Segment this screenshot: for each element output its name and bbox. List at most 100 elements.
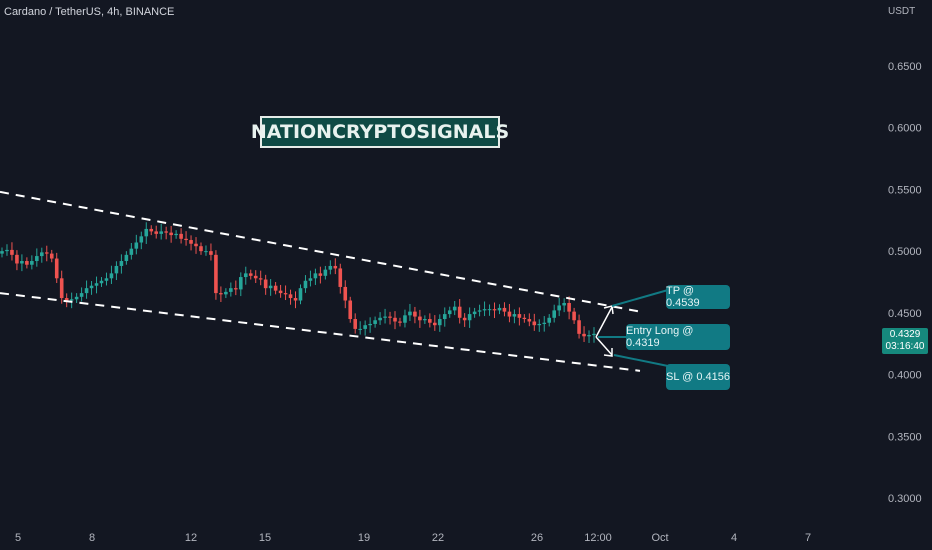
candle-body — [234, 288, 238, 290]
bar-countdown: 03:16:40 — [885, 341, 925, 352]
brand-watermark: NATIONCRYPTOSIGNALS — [251, 116, 509, 148]
candle-body — [273, 285, 278, 291]
sl-callout[interactable]: SL @ 0.4156 — [666, 364, 730, 390]
candle-body — [79, 293, 84, 297]
candle-body — [184, 238, 188, 241]
candle-body — [179, 233, 183, 239]
channel-lower-line — [0, 292, 641, 372]
candle-body — [134, 242, 139, 249]
candle-body — [318, 273, 323, 276]
candle-body — [418, 316, 422, 321]
candle-body — [343, 286, 348, 301]
candle-body — [338, 268, 343, 287]
arrow-sl-head — [603, 348, 613, 357]
candle-body — [109, 273, 114, 279]
candle-body — [144, 228, 149, 237]
candle-body — [169, 232, 173, 236]
candle-body — [592, 333, 596, 336]
tp-callout[interactable]: TP @ 0.4539 — [666, 285, 730, 309]
candlestick-series — [0, 222, 596, 343]
y-tick-label: 0.3000 — [888, 493, 922, 505]
candle-body — [104, 278, 109, 281]
candle-body — [378, 317, 382, 321]
time-axis[interactable]: 5 8 12 15 19 22 26 12:00 Oct 4 7 — [15, 532, 811, 544]
candle-body — [243, 273, 248, 278]
candle-body — [10, 249, 14, 255]
candle-body — [308, 278, 313, 281]
candle-body — [512, 314, 517, 317]
x-tick-label: Oct — [651, 532, 668, 544]
candle-body — [174, 233, 178, 236]
candle-body — [293, 298, 298, 301]
candle-body — [35, 256, 39, 262]
candle-body — [547, 317, 552, 323]
candle-body — [452, 306, 457, 311]
candle-body — [253, 275, 258, 279]
candle-body — [532, 321, 537, 326]
candle-body — [214, 254, 218, 294]
x-tick-label: 7 — [805, 532, 811, 544]
candle-body — [368, 323, 372, 326]
candle-body — [403, 315, 407, 323]
candle-body — [472, 311, 477, 315]
candle-body — [423, 319, 427, 321]
candle-body — [15, 254, 19, 264]
x-tick-label: 12 — [185, 532, 197, 544]
candle-body — [413, 311, 417, 317]
candle-body — [238, 277, 243, 290]
candle-body — [507, 311, 512, 317]
candle-body — [383, 316, 387, 318]
candle-body — [39, 252, 44, 257]
candle-body — [74, 296, 79, 300]
candle-body — [537, 323, 542, 326]
candle-body — [552, 310, 557, 318]
x-tick-label: 4 — [731, 532, 737, 544]
x-tick-label: 19 — [358, 532, 370, 544]
candle-body — [124, 254, 129, 262]
candle-body — [64, 298, 69, 301]
candle-body — [323, 269, 328, 276]
candle-body — [358, 328, 362, 330]
arrow-to-sl — [595, 336, 613, 356]
candle-body — [577, 320, 581, 334]
candle-body — [283, 293, 288, 295]
candle-body — [30, 261, 34, 265]
y-tick-label: 0.6000 — [888, 123, 922, 135]
arrow-to-tp — [595, 306, 613, 338]
candle-body — [224, 291, 228, 295]
candle-body — [149, 228, 154, 232]
currency-label: USDT — [888, 6, 916, 17]
candle-body — [353, 319, 358, 329]
candle-body — [164, 231, 168, 233]
candle-body — [94, 283, 99, 286]
trade-arrows — [595, 289, 669, 367]
candle-body — [408, 311, 412, 316]
candle-body — [462, 317, 467, 321]
price-axis[interactable]: 0.6500 0.6000 0.5500 0.5000 0.4500 0.4000 0.35… — [888, 61, 922, 505]
symbol-header[interactable]: Cardano / TetherUS, 4h, BINANCE — [4, 6, 175, 18]
candle-body — [477, 310, 482, 312]
candle-body — [567, 302, 571, 312]
candle-body — [0, 251, 4, 254]
descending-channel — [0, 190, 641, 372]
candle-body — [59, 278, 64, 299]
y-tick-label: 0.4500 — [888, 308, 922, 320]
candle-body — [199, 246, 203, 252]
candle-body — [582, 333, 586, 337]
candle-body — [5, 249, 9, 252]
candle-body — [542, 322, 547, 324]
entry-callout[interactable]: Entry Long @ 0.4319 — [626, 324, 730, 350]
candle-body — [502, 307, 507, 312]
candle-body — [44, 252, 49, 254]
candle-body — [54, 258, 59, 279]
last-price: 0.4329 — [889, 329, 921, 340]
x-tick-label: 15 — [259, 532, 271, 544]
candle-body — [457, 306, 462, 318]
y-tick-label: 0.5500 — [888, 184, 922, 196]
candle-body — [562, 302, 566, 306]
candle-body — [99, 280, 104, 284]
candle-body — [572, 311, 576, 321]
candle-body — [393, 317, 397, 322]
candle-body — [189, 240, 193, 244]
